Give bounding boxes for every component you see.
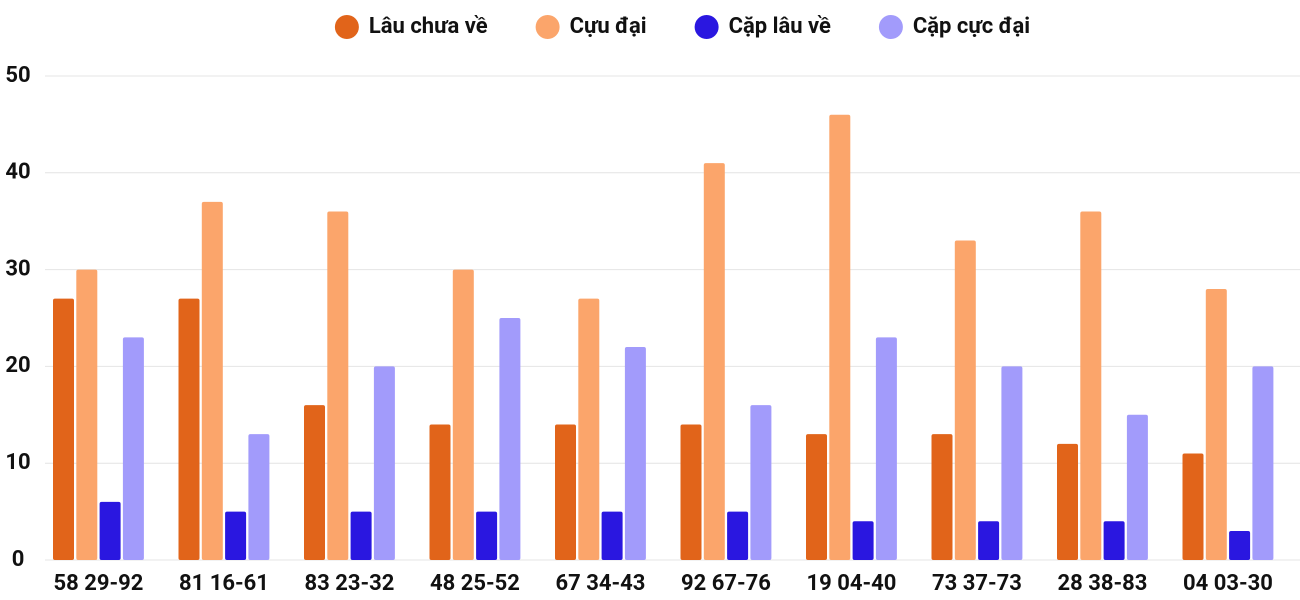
bar (53, 298, 74, 560)
bar (555, 424, 576, 560)
bar (1205, 288, 1227, 560)
bar (852, 521, 874, 560)
x-tick-label: 48 25-52 (430, 571, 520, 596)
y-tick-label: 50 (5, 63, 30, 88)
x-tick-label: 92 67-76 (681, 571, 771, 596)
bar (476, 511, 498, 560)
legend-label: Cặp cực đại (913, 14, 1030, 39)
bar (680, 424, 702, 560)
bar (954, 240, 976, 560)
bar (1080, 211, 1102, 560)
bar (304, 405, 325, 560)
legend-marker (334, 15, 359, 39)
bar (624, 347, 646, 560)
x-tick-label: 67 34-43 (556, 571, 646, 596)
x-tick-label: 19 04-40 (807, 571, 897, 596)
bar (727, 511, 749, 560)
legend-marker (694, 15, 719, 39)
legend-label: Cặp lâu về (729, 14, 831, 39)
bar (750, 405, 772, 560)
x-tick-label: 81 16-61 (179, 571, 269, 596)
bar (1252, 366, 1274, 560)
bar (829, 114, 851, 560)
y-tick-label: 20 (5, 353, 30, 378)
bar (122, 337, 144, 560)
bar (429, 424, 451, 560)
bar (201, 201, 223, 560)
bar (178, 298, 200, 560)
bar (373, 366, 395, 560)
bar (875, 337, 897, 560)
legend-marker (878, 15, 903, 39)
y-tick-label: 10 (5, 450, 30, 475)
x-tick-label: 83 23-32 (305, 571, 395, 596)
y-tick-label: 0 (12, 547, 25, 572)
bar (1182, 453, 1204, 560)
x-tick-label: 28 38-83 (1058, 571, 1148, 596)
bar (99, 501, 121, 560)
legend-marker (535, 15, 560, 39)
bar (1126, 414, 1148, 560)
bar (327, 211, 349, 560)
bar (578, 298, 600, 560)
bar (978, 521, 1000, 560)
bar (248, 434, 270, 560)
bar (225, 511, 247, 560)
bar (499, 318, 521, 560)
bar (76, 269, 98, 560)
bar (703, 163, 725, 560)
bar (1103, 521, 1125, 560)
bar (350, 511, 372, 560)
legend-label: Cựu đại (570, 14, 647, 39)
bar (806, 434, 827, 560)
bar (931, 434, 953, 560)
bar (452, 269, 474, 560)
x-tick-label: 04 03-30 (1183, 571, 1273, 596)
bar (1057, 443, 1078, 560)
x-tick-label: 73 37-73 (932, 571, 1022, 596)
x-tick-label: 58 29-92 (54, 571, 144, 596)
bar (1229, 530, 1251, 560)
y-tick-label: 40 (5, 160, 30, 185)
legend-label: Lâu chưa về (369, 14, 488, 39)
y-tick-label: 30 (5, 256, 30, 281)
bar (1001, 366, 1023, 560)
bar (601, 511, 623, 560)
